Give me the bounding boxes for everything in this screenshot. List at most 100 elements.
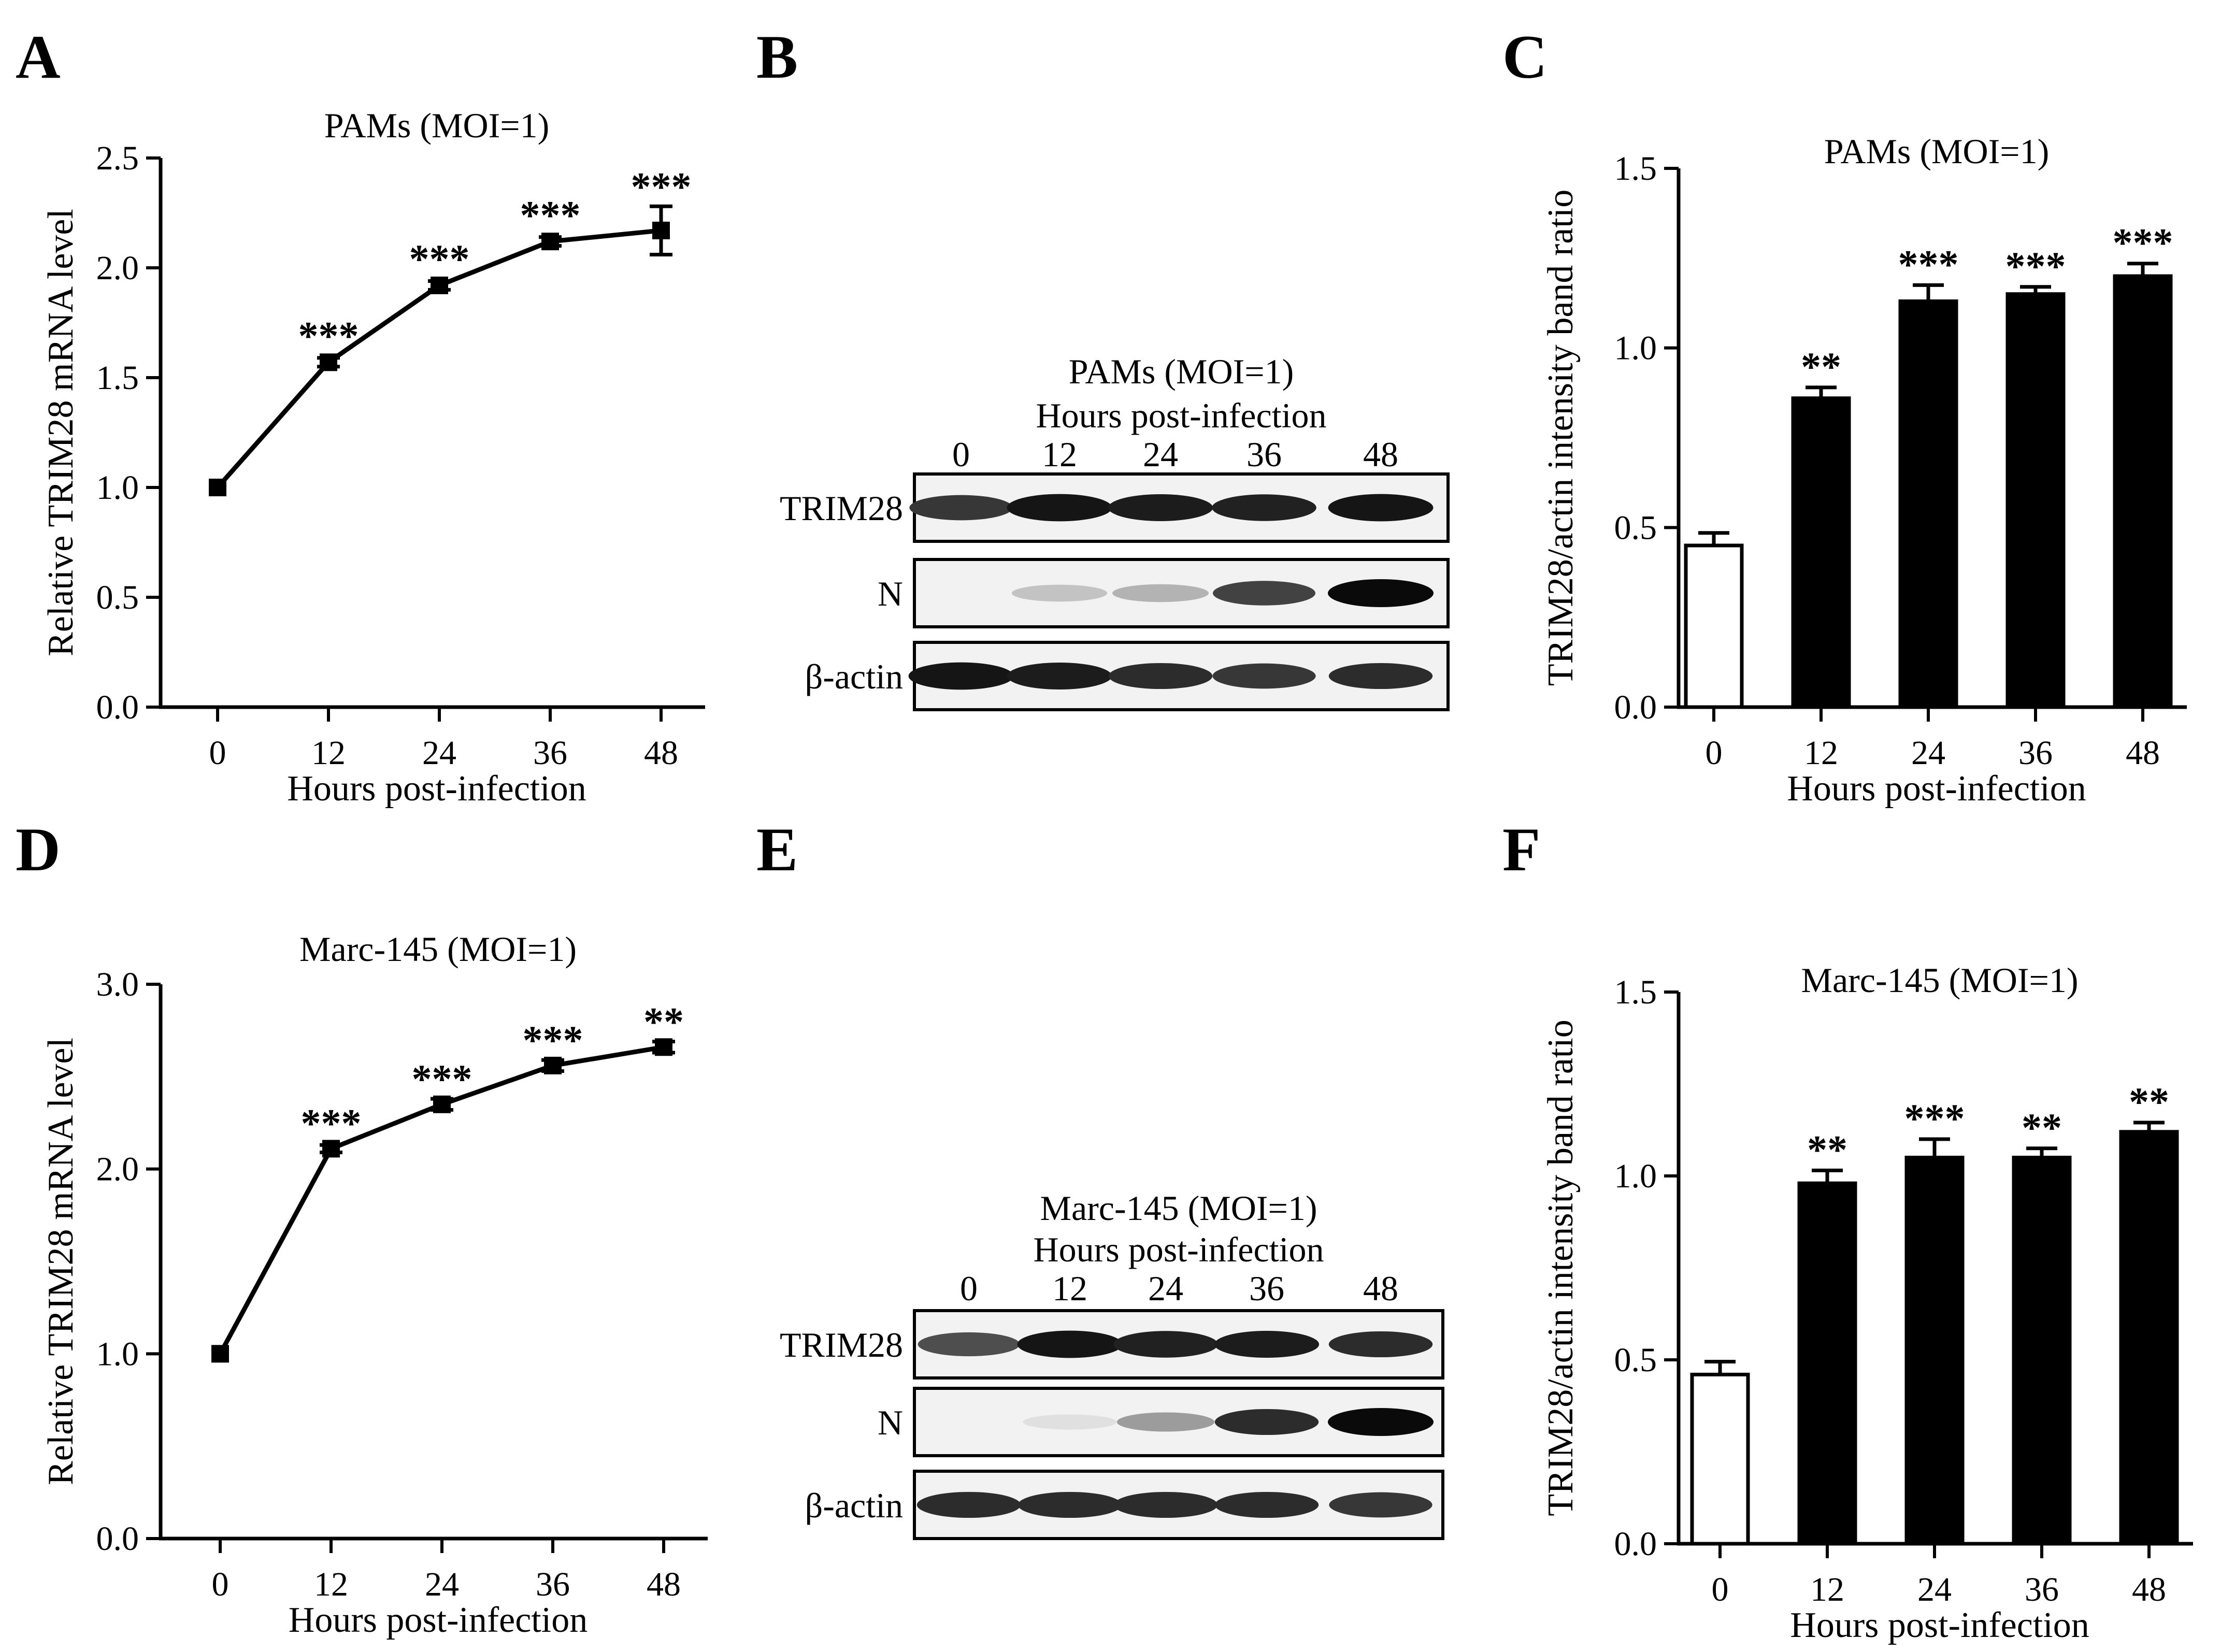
blot-band [1214, 1331, 1320, 1358]
y-tick-label: 1.5 [96, 359, 139, 397]
blot-band [1212, 663, 1316, 689]
x-tick-label: 48 [647, 1565, 681, 1603]
significance-mark: *** [301, 1101, 362, 1146]
x-axis-label: Hours post-infection [289, 1600, 588, 1640]
x-axis-label: Hours post-infection [1787, 769, 2086, 809]
data-point [544, 1056, 562, 1074]
data-point [431, 276, 448, 294]
y-axis-label: TRIM28/actin intensity band ratio [1541, 190, 1581, 686]
blot-band [1017, 1330, 1123, 1358]
blot-band [1116, 1412, 1215, 1432]
blot-row: β-actin [805, 1470, 1444, 1540]
blot-band [918, 1332, 1020, 1357]
chart-title: PAMs (MOI=1) [324, 106, 549, 145]
significance-mark: ** [1801, 344, 1841, 389]
blot-e: Marc-145 (MOI=1)Hours post-infection 0 12 2… [780, 1188, 1444, 1540]
lane-label: 48 [1363, 1269, 1398, 1308]
blot-row-label: TRIM28 [780, 1325, 903, 1364]
panel-letter-c: C [1502, 22, 1548, 91]
blot-row: β-actin [805, 641, 1450, 711]
x-tick-label: 24 [1911, 734, 1945, 772]
y-tick-label: 0.5 [1614, 509, 1657, 547]
significance-mark: *** [1898, 241, 1959, 286]
y-axis-label: Relative TRIM28 mRNA level [41, 1038, 81, 1485]
y-tick-label: 1.0 [1614, 329, 1657, 367]
blot-band [1214, 1491, 1319, 1518]
data-point [433, 1095, 451, 1113]
x-tick-label: 24 [425, 1565, 459, 1603]
data-point [652, 221, 670, 239]
lane-label: 36 [1249, 1269, 1284, 1308]
bar [2119, 1130, 2179, 1546]
significance-mark: *** [412, 1056, 472, 1101]
blot-subtitle: Hours post-infection [1034, 1230, 1324, 1269]
x-tick-label: 0 [209, 734, 226, 772]
lane-label: 0 [952, 435, 970, 474]
blot-band [909, 495, 1013, 521]
blot-band [1328, 1331, 1433, 1358]
y-tick-label: 1.5 [1614, 973, 1657, 1011]
blot-band [1212, 494, 1316, 521]
blot-band [1007, 663, 1112, 689]
data-point [211, 1345, 229, 1363]
western-blots: PAMs (MOI=1) Hours post-infection 0 12 24 36 4… [780, 352, 1450, 1540]
chart-c: PAMs (MOI=1) 0.0 0.5 1.0 1.5 0 12 24 36 48 Hours p… [1541, 132, 2187, 809]
y-tick-label: 2.5 [96, 139, 139, 177]
bar [1684, 543, 1744, 709]
blot-band [916, 1491, 1021, 1518]
blot-band [1328, 663, 1433, 689]
blot-band [1113, 1491, 1218, 1518]
x-tick-label: 12 [1804, 734, 1838, 772]
blot-band [1018, 1491, 1122, 1518]
data-point [655, 1038, 672, 1056]
x-axis-label: Hours post-infection [287, 769, 586, 809]
y-axis-label: TRIM28/actin intensity band ratio [1541, 1019, 1581, 1516]
lane-label: 48 [1363, 435, 1398, 474]
panel-letters: A B C D E F [16, 22, 1548, 884]
bar [1797, 1181, 1857, 1546]
significance-mark: ** [2129, 1079, 2169, 1124]
blot-row-label: TRIM28 [780, 489, 903, 528]
bar [1791, 396, 1851, 709]
data-point [209, 479, 226, 496]
blot-band [1328, 494, 1434, 522]
blot-subtitle: Hours post-infection [1036, 396, 1327, 435]
x-tick-label: 12 [314, 1565, 348, 1603]
blot-row-label: β-actin [805, 1486, 903, 1525]
blot-band [908, 662, 1014, 690]
blot-band [1007, 494, 1112, 522]
charts: PAMs (MOI=1) 0.0 0.5 1.0 1.5 2.0 2.5 0 12 24 36 48 H… [41, 106, 2193, 1645]
blot-band [1213, 581, 1315, 606]
x-tick-label: 48 [644, 734, 678, 772]
chart-title: PAMs (MOI=1) [1824, 132, 2049, 171]
blot-band [1112, 584, 1209, 602]
x-tick-label: 12 [1810, 1571, 1844, 1608]
data-point [320, 353, 337, 371]
y-tick-label: 3.0 [96, 966, 139, 1003]
x-tick-label: 12 [311, 734, 346, 772]
panel-letter-f: F [1502, 815, 1540, 884]
bar [1690, 1372, 1750, 1546]
blot-row-label: N [878, 1403, 903, 1442]
panel-letter-b: B [756, 22, 798, 91]
lane-label: 24 [1143, 435, 1178, 474]
panel-letter-d: D [16, 815, 61, 884]
chart-a: PAMs (MOI=1) 0.0 0.5 1.0 1.5 2.0 2.5 0 12 24 36 48 H… [41, 106, 705, 809]
chart-d: Marc-145 (MOI=1) 0.0 1.0 2.0 3.0 0 12 24 36 48 Hou… [41, 929, 708, 1640]
x-tick-label: 24 [1917, 1571, 1952, 1608]
y-tick-label: 0.0 [96, 1520, 139, 1558]
blot-band [1328, 579, 1434, 607]
y-tick-label: 1.0 [1614, 1157, 1657, 1195]
blot-band [1108, 663, 1213, 689]
blot-row: TRIM28 [780, 472, 1450, 543]
significance-mark: *** [520, 192, 581, 237]
y-axis-label: Relative TRIM28 mRNA level [41, 209, 81, 656]
blot-row-label: β-actin [805, 657, 903, 696]
x-axis-label: Hours post-infection [1790, 1605, 2089, 1645]
bar [2005, 292, 2066, 709]
blot-band [1011, 584, 1108, 602]
blot-band [1113, 1331, 1218, 1358]
blot-title: Marc-145 (MOI=1) [1040, 1188, 1317, 1228]
panel-letter-e: E [756, 815, 798, 884]
